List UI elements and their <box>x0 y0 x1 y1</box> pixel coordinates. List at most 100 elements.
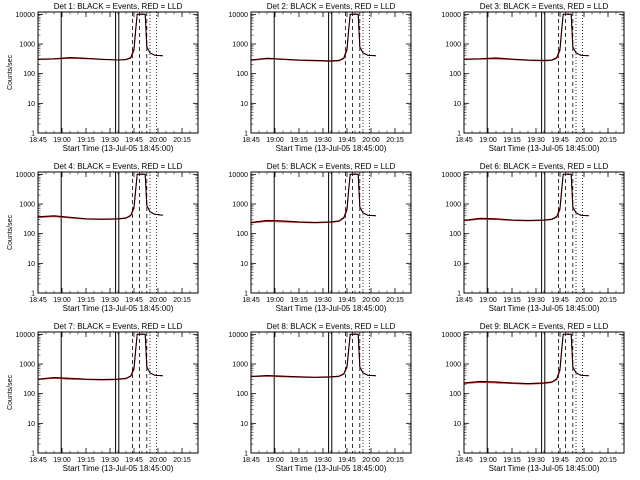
x-axis-label: Start Time (13-Jul-05 18:45:00) <box>276 304 387 313</box>
y-tick-label: 1000 <box>232 362 248 369</box>
plot-frame <box>250 11 412 134</box>
y-tick-label: 1000 <box>19 362 35 369</box>
x-tick-label: 19:15 <box>290 297 308 304</box>
y-tick-label: 1000 <box>445 42 461 49</box>
y-tick-label: 10000 <box>16 332 36 339</box>
series-line-events <box>37 333 163 381</box>
x-tick-label: 18:45 <box>455 297 473 304</box>
y-tick-label: 10 <box>27 261 35 268</box>
x-axis-label: Start Time (13-Jul-05 18:45:00) <box>63 304 174 313</box>
x-tick-label: 19:30 <box>314 457 332 464</box>
x-tick-label: 19:15 <box>503 457 521 464</box>
y-tick-label: 1000 <box>19 202 35 209</box>
y-tick-label: 1 <box>31 291 35 298</box>
series-line-lld <box>250 333 376 379</box>
series-line-lld <box>463 173 589 222</box>
y-tick-label: 1000 <box>19 42 35 49</box>
y-tick-label: 100 <box>23 231 35 238</box>
chart-title: Det 3: BLACK = Events, RED = LLD <box>480 2 609 11</box>
y-tick-label: 100 <box>449 391 461 398</box>
x-tick-label: 19:30 <box>101 457 119 464</box>
plot-frame <box>37 11 199 134</box>
plot-frame <box>463 11 625 134</box>
x-tick-label: 20:15 <box>173 137 191 144</box>
chart-title: Det 6: BLACK = Events, RED = LLD <box>480 162 609 171</box>
x-tick-label: 20:00 <box>149 297 167 304</box>
x-tick-label: 19:00 <box>53 297 71 304</box>
chart-title: Det 4: BLACK = Events, RED = LLD <box>54 162 183 171</box>
chart-panel-2: Det 2: BLACK = Events, RED = LLD 1 10 100 10… <box>229 2 412 153</box>
x-tick-label: 20:15 <box>386 137 404 144</box>
x-tick-label: 20:00 <box>575 457 593 464</box>
x-tick-label: 18:45 <box>242 137 260 144</box>
plot-frame <box>463 171 625 294</box>
series-line-events <box>463 173 589 221</box>
x-tick-label: 20:15 <box>599 297 617 304</box>
x-tick-label: 19:15 <box>77 297 95 304</box>
chart-panel-6: Det 6: BLACK = Events, RED = LLD 1 10 100 10… <box>442 162 625 313</box>
series-line-lld <box>37 173 163 221</box>
x-tick-label: 19:30 <box>527 457 545 464</box>
y-tick-label: 10 <box>240 421 248 428</box>
series-line-events <box>250 333 376 378</box>
series-line-lld <box>250 13 376 62</box>
x-axis-label: Start Time (13-Jul-05 18:45:00) <box>489 144 600 153</box>
x-tick-label: 19:30 <box>527 137 545 144</box>
y-tick-label: 10000 <box>442 12 462 19</box>
series-line-lld <box>250 173 376 224</box>
x-axis-label: Start Time (13-Jul-05 18:45:00) <box>276 144 387 153</box>
y-tick-label: 1 <box>457 131 461 138</box>
chart-title: Det 9: BLACK = Events, RED = LLD <box>480 322 609 331</box>
x-tick-label: 19:45 <box>551 297 569 304</box>
y-tick-label: 1 <box>457 291 461 298</box>
y-tick-label: 1000 <box>445 202 461 209</box>
y-tick-label: 10000 <box>16 172 36 179</box>
y-tick-label: 10 <box>453 261 461 268</box>
y-tick-label: 100 <box>236 71 248 78</box>
chart-panel-5: Det 5: BLACK = Events, RED = LLD 1 10 100 10… <box>229 162 412 313</box>
plot-frame <box>37 171 199 294</box>
chart-title: Det 2: BLACK = Events, RED = LLD <box>267 2 396 11</box>
x-tick-label: 19:30 <box>101 137 119 144</box>
y-tick-label: 1000 <box>232 42 248 49</box>
x-tick-label: 19:00 <box>479 137 497 144</box>
x-tick-label: 20:00 <box>149 457 167 464</box>
x-tick-label: 19:00 <box>266 457 284 464</box>
x-axis-label: Start Time (13-Jul-05 18:45:00) <box>276 464 387 473</box>
x-tick-label: 18:45 <box>29 137 47 144</box>
series-line-events <box>463 333 589 385</box>
x-tick-label: 19:15 <box>503 137 521 144</box>
y-axis-label: Counts/sec <box>7 214 14 250</box>
x-axis-label: Start Time (13-Jul-05 18:45:00) <box>63 464 174 473</box>
x-tick-label: 19:00 <box>479 297 497 304</box>
x-tick-label: 19:00 <box>266 137 284 144</box>
x-tick-label: 20:15 <box>599 137 617 144</box>
y-tick-label: 10000 <box>229 332 249 339</box>
x-tick-label: 19:30 <box>314 137 332 144</box>
y-tick-label: 10000 <box>229 172 249 179</box>
y-tick-label: 1 <box>31 451 35 458</box>
x-tick-label: 19:45 <box>125 297 143 304</box>
x-tick-label: 19:45 <box>125 457 143 464</box>
x-tick-label: 20:00 <box>149 137 167 144</box>
x-tick-label: 18:45 <box>29 297 47 304</box>
chart-panel-8: Det 8: BLACK = Events, RED = LLD 1 10 100 10… <box>229 322 412 473</box>
x-axis-label: Start Time (13-Jul-05 18:45:00) <box>63 144 174 153</box>
y-tick-label: 10000 <box>229 12 249 19</box>
x-tick-label: 19:30 <box>314 297 332 304</box>
series-line-lld <box>463 13 589 62</box>
plot-frame <box>250 331 412 454</box>
x-tick-label: 20:15 <box>386 297 404 304</box>
y-tick-label: 1000 <box>232 202 248 209</box>
chart-panel-4: Det 4: BLACK = Events, RED = LLD 1 10 100 10… <box>7 162 199 313</box>
x-tick-label: 18:45 <box>29 457 47 464</box>
x-tick-label: 19:15 <box>77 137 95 144</box>
y-tick-label: 100 <box>236 231 248 238</box>
x-tick-label: 19:00 <box>479 457 497 464</box>
y-tick-label: 1 <box>244 291 248 298</box>
x-tick-label: 19:30 <box>101 297 119 304</box>
y-tick-label: 1 <box>244 451 248 458</box>
x-tick-label: 20:15 <box>173 297 191 304</box>
x-tick-label: 20:15 <box>599 457 617 464</box>
y-tick-label: 10000 <box>16 12 36 19</box>
